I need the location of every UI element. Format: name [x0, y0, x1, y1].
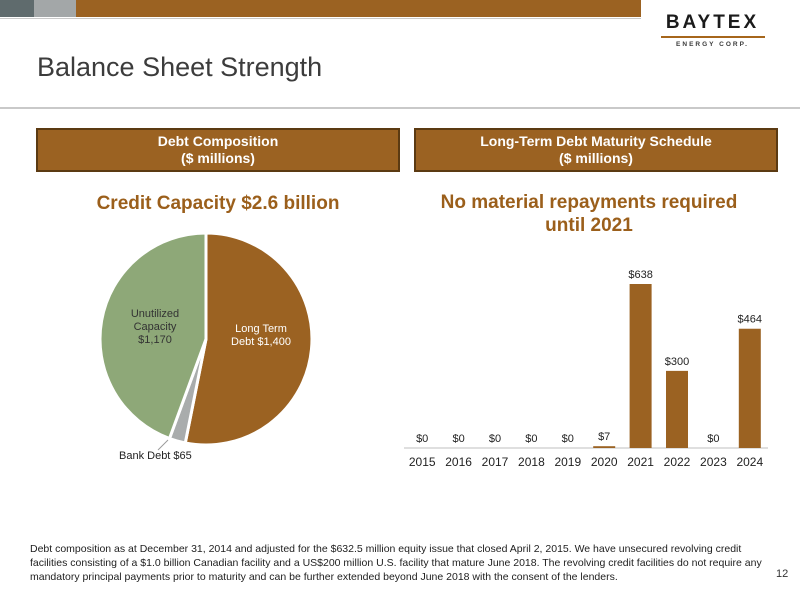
x-tick-2021: 2021 — [627, 455, 654, 469]
maturity-schedule-title: Long-Term Debt Maturity Schedule — [480, 133, 712, 149]
data-label-2017: $0 — [489, 433, 501, 445]
credit-capacity-heading: Credit Capacity $2.6 billion — [96, 193, 340, 214]
top-bar-segment-dark — [0, 0, 34, 17]
data-label-2016: $0 — [452, 433, 464, 445]
page-number: 12 — [776, 568, 789, 580]
top-bar-segment-light — [34, 0, 76, 17]
bank-debt-leader-line — [157, 439, 169, 451]
maturity-schedule-units: ($ millions) — [559, 150, 633, 166]
data-label-2018: $0 — [525, 433, 537, 445]
data-label-2022: $300 — [665, 356, 689, 368]
maturity-schedule-box: Long-Term Debt Maturity Schedule ($ mill… — [414, 128, 778, 172]
top-bar-segment-brown — [76, 0, 641, 17]
pie-label-bank-debt: Bank Debt $65 — [119, 450, 192, 462]
x-tick-2020: 2020 — [591, 455, 618, 469]
repayments-heading: No material repayments required until 20… — [400, 191, 778, 237]
x-tick-2019: 2019 — [554, 455, 581, 469]
x-tick-2024: 2024 — [736, 455, 763, 469]
long-term-debt-line1: Long Term — [235, 323, 287, 335]
debt-composition-title: Debt Composition — [157, 133, 279, 149]
x-tick-2018: 2018 — [518, 455, 545, 469]
bar-2024 — [738, 328, 761, 448]
repayments-heading-line2: until 2021 — [545, 215, 633, 236]
data-label-2024: $464 — [738, 314, 762, 326]
data-label-2021: $638 — [628, 269, 652, 281]
baytex-logo: BAYTEX ENERGY CORP. — [640, 12, 785, 48]
footnote: Debt composition as at December 31, 2014… — [30, 543, 762, 583]
bar-2022 — [666, 370, 688, 448]
unutilized-line1: Unutilized — [130, 308, 180, 320]
pie-slice-bank-debt — [167, 338, 208, 445]
debt-composition-box: Debt Composition ($ millions) — [36, 128, 400, 172]
x-tick-2022: 2022 — [664, 455, 691, 469]
bar-2021 — [629, 284, 652, 448]
logo-name: BAYTEX — [665, 12, 760, 33]
logo-tagline: ENERGY CORP. — [676, 41, 749, 48]
x-tick-2017: 2017 — [482, 455, 509, 469]
data-label-2015: $0 — [416, 433, 428, 445]
unutilized-line2: Capacity — [133, 321, 177, 333]
long-term-debt-line2: Debt $1,400 — [231, 336, 291, 348]
bar-2020 — [593, 446, 616, 448]
header-divider — [0, 107, 800, 109]
data-label-2019: $0 — [562, 433, 574, 445]
top-divider — [0, 18, 641, 19]
unutilized-line3: $1,170 — [138, 334, 172, 346]
data-label-2023: $0 — [707, 433, 719, 445]
repayments-heading-line1: No material repayments required — [440, 192, 738, 213]
x-tick-2023: 2023 — [700, 455, 727, 469]
pie-label-unutilized-capacity: Unutilized Capacity $1,170 — [118, 308, 192, 347]
pie-label-long-term-debt: Long Term Debt $1,400 — [222, 323, 300, 349]
logo-rule — [660, 36, 765, 38]
x-tick-2016: 2016 — [445, 455, 472, 469]
x-tick-2015: 2015 — [409, 455, 436, 469]
page-title: Balance Sheet Strength — [37, 52, 323, 82]
data-label-2020: $7 — [598, 431, 610, 443]
debt-composition-units: ($ millions) — [181, 150, 255, 166]
